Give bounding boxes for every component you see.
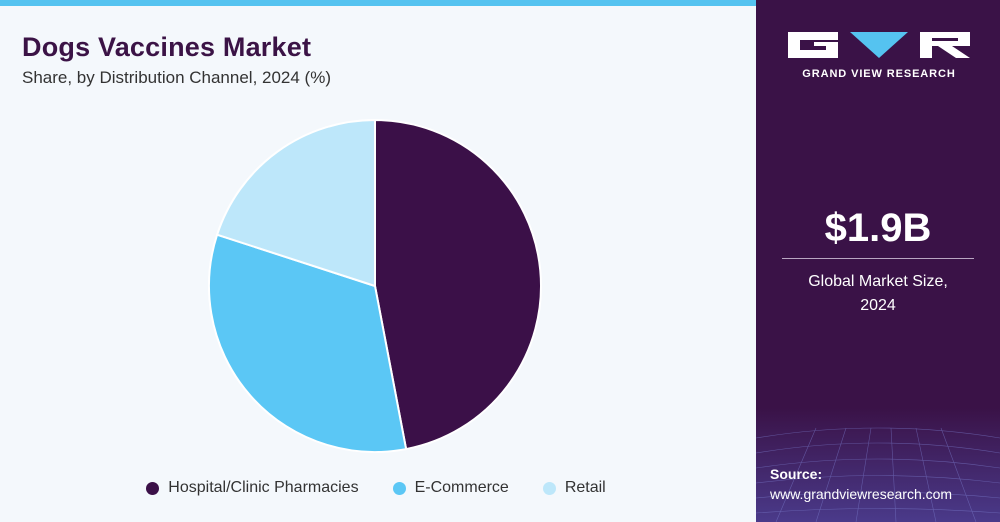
chart-legend: Hospital/Clinic Pharmacies E-Commerce Reta… — [0, 476, 756, 500]
legend-swatch — [146, 481, 160, 495]
gvr-logo-icon — [788, 32, 970, 58]
legend-label: Hospital/Clinic Pharmacies — [168, 479, 359, 496]
market-size-label-line2: 2024 — [860, 297, 896, 314]
legend-swatch — [542, 481, 556, 495]
source-url[interactable]: www.grandviewresearch.com — [770, 486, 953, 502]
source-label: Source: — [770, 466, 823, 482]
legend-label: E-Commerce — [414, 479, 509, 496]
legend-swatch — [392, 481, 406, 495]
pie-slice-hospital-clinic-pharmacies — [374, 118, 542, 451]
info-panel: GRAND VIEW RESEARCH $1.9B Global Market … — [756, 0, 1000, 522]
market-size-label: Global Market Size, 2024 — [756, 270, 1000, 318]
chart-subtitle: Share, by Distribution Channel, 2024 (%) — [22, 68, 331, 87]
pie-chart — [207, 118, 542, 454]
legend-item: Retail — [542, 479, 606, 497]
chart-title: Dogs Vaccines Market — [22, 32, 312, 62]
pie-slice-e-commerce — [207, 233, 408, 454]
legend-item: Hospital/Clinic Pharmacies — [146, 479, 359, 497]
legend-label: Retail — [564, 479, 606, 496]
market-size-value: $1.9B — [824, 206, 932, 250]
brand-name: GRAND VIEW RESEARCH — [802, 68, 956, 80]
market-size-label-line1: Global Market Size, — [808, 273, 948, 290]
grid-background-graphic — [756, 408, 1000, 522]
chart-panel: Dogs Vaccines Market Share, by Distribut… — [0, 0, 756, 522]
legend-item: E-Commerce — [392, 479, 509, 497]
pie-slice-retail — [215, 118, 376, 288]
brand-logo: GRAND VIEW RESEARCH — [786, 28, 972, 84]
divider — [782, 258, 974, 259]
